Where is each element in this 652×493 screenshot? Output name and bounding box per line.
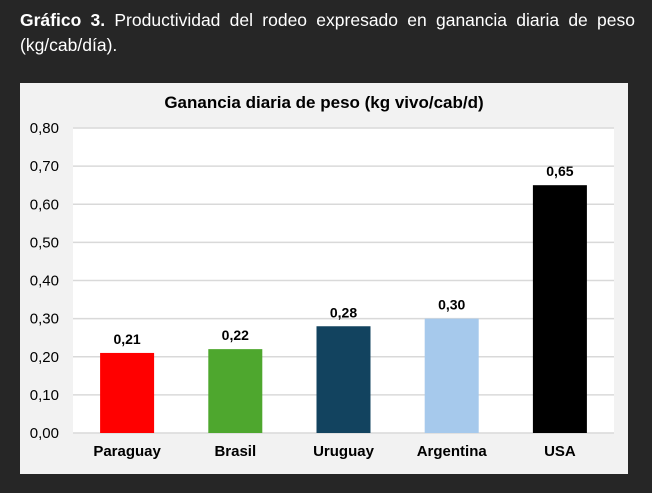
x-tick-label: Uruguay — [313, 443, 375, 460]
bar-chart: 0,00 0,10 0,20 0,30 0,40 0,50 0,60 0,70 0,80 0,21… — [30, 120, 614, 460]
y-tick-label: 0,00 — [30, 425, 59, 442]
y-tick-label: 0,20 — [30, 349, 59, 366]
chart-title: Ganancia diaria de peso (kg vivo/cab/d) — [164, 93, 484, 112]
bar-paraguay — [100, 352, 155, 433]
x-tick-label: Paraguay — [93, 443, 161, 460]
x-tick-label: Argentina — [417, 443, 488, 460]
bar-uruguay — [316, 326, 371, 433]
y-tick-label: 0,80 — [30, 120, 59, 137]
data-label: 0,65 — [546, 163, 573, 179]
chart-container: Ganancia diaria de peso (kg vivo/cab/d) … — [20, 83, 628, 474]
y-tick-label: 0,10 — [30, 387, 59, 404]
y-tick-label: 0,60 — [30, 196, 59, 213]
data-label: 0,28 — [330, 304, 357, 320]
x-tick-label: USA — [544, 443, 576, 460]
data-label: 0,21 — [113, 331, 140, 347]
y-tick-label: 0,50 — [30, 234, 59, 251]
y-tick-label: 0,70 — [30, 158, 59, 175]
bar-usa — [532, 185, 587, 433]
caption-label: Gráfico 3. — [20, 10, 106, 30]
caption-text: Productividad del rodeo expresado en gan… — [20, 10, 635, 55]
figure-caption: Gráfico 3. Productividad del rodeo expre… — [20, 8, 635, 58]
bar-brasil — [208, 349, 263, 433]
data-label: 0,22 — [222, 327, 249, 343]
bar-argentina — [424, 318, 479, 433]
y-tick-label: 0,30 — [30, 311, 59, 328]
x-tick-label: Brasil — [214, 443, 256, 460]
y-tick-label: 0,40 — [30, 273, 59, 290]
data-label: 0,30 — [438, 297, 465, 313]
